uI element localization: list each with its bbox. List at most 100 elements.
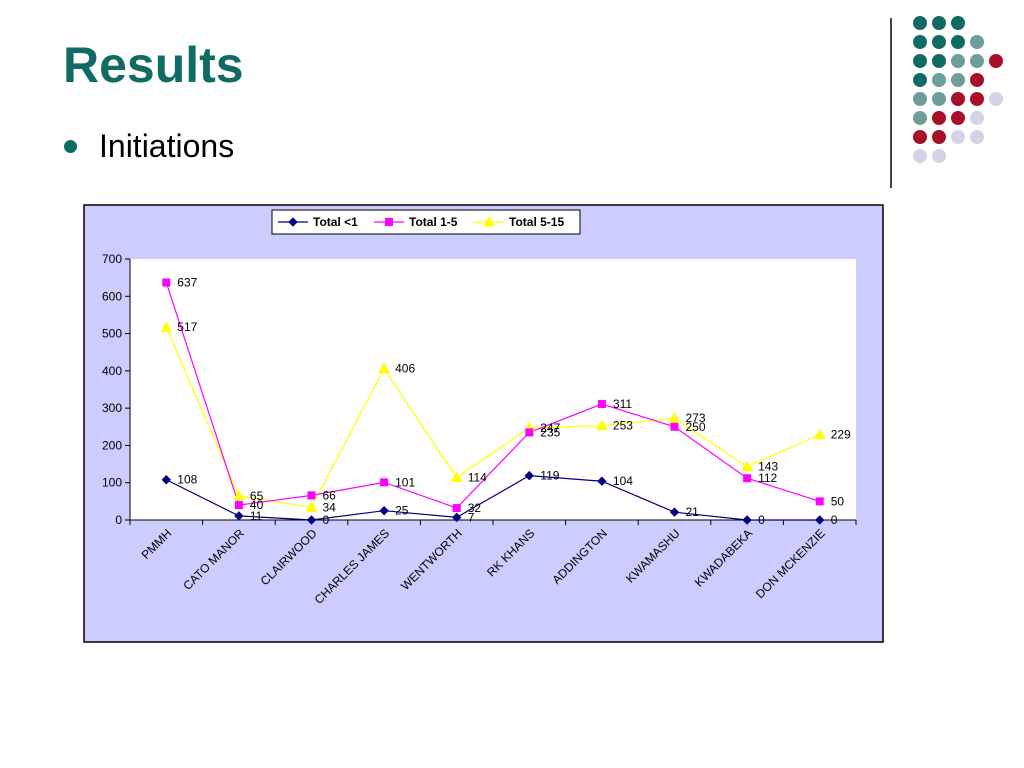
- decor-dot: [932, 111, 946, 125]
- data-label: 34: [323, 500, 337, 514]
- decor-dot: [951, 111, 965, 125]
- decor-dot: [970, 92, 984, 106]
- decor-dot: [913, 35, 927, 49]
- data-point: [524, 470, 535, 481]
- y-tick-label: 500: [102, 327, 122, 341]
- plot-area: [130, 259, 856, 520]
- data-label: 25: [395, 504, 409, 518]
- legend-marker: [483, 215, 495, 227]
- data-label: 273: [686, 411, 706, 425]
- data-point: [597, 400, 606, 409]
- y-tick-label: 700: [102, 252, 122, 266]
- data-label: 66: [323, 488, 337, 502]
- decor-dot: [970, 54, 984, 68]
- data-label: 406: [395, 362, 415, 376]
- data-point: [379, 505, 389, 516]
- decor-dot: [913, 149, 927, 163]
- y-tick-label: 400: [102, 364, 122, 378]
- decor-dot: [970, 73, 984, 87]
- legend-marker: [385, 218, 393, 226]
- data-label: 517: [177, 320, 197, 334]
- decor-dot: [970, 35, 984, 49]
- data-point: [670, 422, 679, 431]
- legend-label: Total 1-5: [409, 215, 458, 229]
- data-label: 0: [758, 513, 765, 527]
- slide-title: Results: [63, 37, 244, 93]
- decor-dot-grid: [913, 16, 1003, 163]
- data-point: [668, 412, 681, 423]
- legend-label: Total <1: [313, 215, 358, 229]
- data-label: 250: [686, 420, 706, 434]
- data-point: [160, 321, 173, 332]
- decor-dot: [951, 54, 965, 68]
- legend-label: Total 5-15: [509, 215, 564, 229]
- decor-dot: [932, 54, 946, 68]
- decor-dot: [913, 92, 927, 106]
- data-label: 104: [613, 474, 633, 488]
- data-label: 21: [686, 505, 700, 519]
- data-point: [597, 476, 607, 486]
- data-point: [669, 507, 680, 517]
- data-label: 7: [468, 510, 475, 524]
- bullet-text: Initiations: [99, 128, 235, 164]
- data-label: 114: [468, 470, 487, 484]
- decor-dot: [913, 54, 927, 68]
- data-label: 11: [250, 509, 263, 523]
- data-point: [743, 474, 752, 483]
- data-point: [525, 428, 534, 437]
- bullet-item: Initiations: [64, 128, 234, 165]
- data-point: [234, 511, 244, 521]
- legend: Total <1 Total 1-5 Total 5-15: [271, 209, 581, 235]
- series-line: [166, 475, 820, 521]
- data-point: [378, 362, 390, 374]
- data-point: [306, 515, 317, 525]
- data-label: 247: [540, 421, 560, 435]
- data-label: 65: [250, 489, 264, 503]
- data-label: 235: [540, 425, 560, 439]
- decor-dot: [989, 54, 1003, 68]
- data-point: [233, 489, 245, 501]
- decor-dot: [913, 73, 927, 87]
- data-label: 40: [250, 498, 264, 512]
- data-label: 311: [613, 397, 632, 411]
- data-label: 637: [177, 275, 197, 289]
- series-line: [165, 326, 820, 508]
- series-line: [165, 282, 820, 509]
- data-point: [451, 512, 462, 523]
- data-label: 32: [468, 501, 482, 515]
- data-label: 0: [831, 513, 838, 527]
- decor-dot: [932, 130, 946, 144]
- decor-dot: [932, 73, 946, 87]
- data-point: [307, 491, 316, 500]
- data-point: [380, 478, 389, 487]
- data-label: 108: [177, 473, 197, 487]
- data-point: [742, 515, 752, 525]
- data-label: 0: [323, 513, 330, 527]
- decor-dot: [932, 149, 946, 163]
- decor-dot: [970, 111, 984, 125]
- decor-divider: [890, 18, 892, 188]
- decor-dot: [932, 35, 946, 49]
- data-point: [741, 460, 753, 472]
- decor-dot: [913, 130, 927, 144]
- decor-dot: [989, 92, 1003, 106]
- decor-dot: [913, 111, 927, 125]
- y-tick-label: 300: [102, 401, 122, 415]
- decor-dot: [932, 16, 946, 30]
- decor-dot: [932, 92, 946, 106]
- y-tick-label: 200: [102, 438, 122, 452]
- decor-dot: [951, 130, 965, 144]
- data-point: [452, 504, 461, 513]
- data-point: [814, 515, 825, 525]
- y-tick-label: 600: [102, 289, 122, 303]
- decor-dot: [951, 16, 965, 30]
- data-label: 50: [831, 494, 845, 508]
- decor-dot: [913, 16, 927, 30]
- data-label: 253: [613, 419, 633, 433]
- decor-dot: [951, 35, 965, 49]
- data-point: [596, 419, 608, 431]
- legend-marker: [288, 217, 298, 227]
- data-point: [813, 428, 826, 440]
- data-label: 119: [540, 469, 559, 483]
